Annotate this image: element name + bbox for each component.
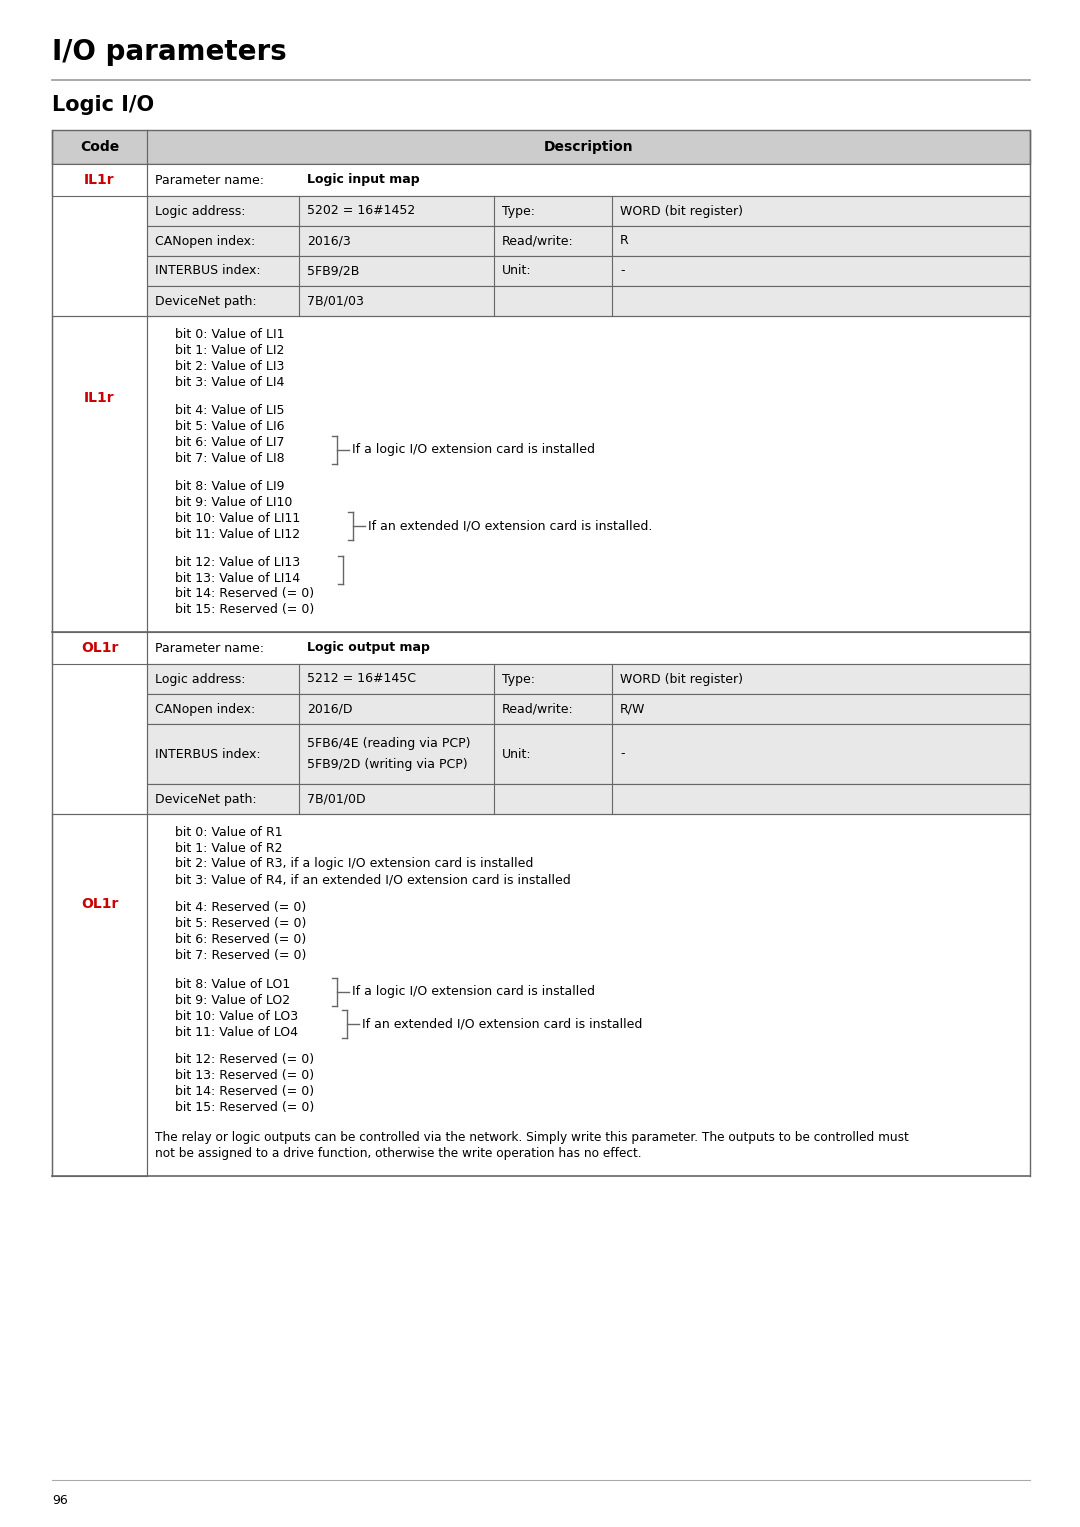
- Text: INTERBUS index:: INTERBUS index:: [156, 748, 260, 760]
- Text: 5FB9/2B: 5FB9/2B: [307, 264, 360, 278]
- Text: bit 2: Value of R3, if a logic I/O extension card is installed: bit 2: Value of R3, if a logic I/O exten…: [175, 858, 534, 870]
- Text: Logic address:: Logic address:: [156, 205, 245, 217]
- Text: CANopen index:: CANopen index:: [156, 235, 255, 247]
- Text: bit 12: Value of LI13: bit 12: Value of LI13: [175, 556, 300, 568]
- Text: Type:: Type:: [502, 672, 535, 686]
- Text: Unit:: Unit:: [502, 748, 531, 760]
- Text: bit 0: Value of R1: bit 0: Value of R1: [175, 826, 283, 838]
- Text: R/W: R/W: [620, 702, 646, 716]
- Text: bit 3: Value of R4, if an extended I/O extension card is installed: bit 3: Value of R4, if an extended I/O e…: [175, 873, 570, 887]
- Bar: [52, 632, 1030, 664]
- Text: bit 8: Value of LI9: bit 8: Value of LI9: [175, 479, 284, 493]
- Bar: [147, 195, 1030, 226]
- Text: IL1r: IL1r: [84, 391, 114, 405]
- Text: Logic I/O: Logic I/O: [52, 95, 154, 115]
- Text: Unit:: Unit:: [502, 264, 531, 278]
- Text: 2016/3: 2016/3: [307, 235, 351, 247]
- Bar: [147, 226, 1030, 257]
- Text: 5FB6/4E (reading via PCP): 5FB6/4E (reading via PCP): [307, 738, 471, 750]
- Text: bit 10: Value of LI11: bit 10: Value of LI11: [175, 512, 300, 524]
- Text: Type:: Type:: [502, 205, 535, 217]
- Bar: [147, 693, 1030, 724]
- Bar: [52, 316, 147, 632]
- Text: Logic output map: Logic output map: [307, 641, 430, 655]
- Text: Parameter name:: Parameter name:: [156, 641, 264, 655]
- Text: WORD (bit register): WORD (bit register): [620, 672, 743, 686]
- Text: OL1r: OL1r: [81, 641, 118, 655]
- Text: bit 7: Reserved (= 0): bit 7: Reserved (= 0): [175, 950, 307, 962]
- Text: bit 9: Value of LO2: bit 9: Value of LO2: [175, 994, 291, 1006]
- Text: bit 6: Value of LI7: bit 6: Value of LI7: [175, 435, 284, 449]
- Text: bit 15: Reserved (= 0): bit 15: Reserved (= 0): [175, 1101, 314, 1115]
- Bar: [147, 783, 1030, 814]
- Text: bit 14: Reserved (= 0): bit 14: Reserved (= 0): [175, 1086, 314, 1098]
- Text: DeviceNet path:: DeviceNet path:: [156, 793, 257, 806]
- Text: bit 9: Value of LI10: bit 9: Value of LI10: [175, 495, 293, 508]
- Bar: [147, 724, 1030, 783]
- Text: bit 7: Value of LI8: bit 7: Value of LI8: [175, 452, 285, 464]
- Text: bit 3: Value of LI4: bit 3: Value of LI4: [175, 376, 284, 388]
- Text: bit 5: Reserved (= 0): bit 5: Reserved (= 0): [175, 918, 307, 930]
- Text: bit 4: Value of LI5: bit 4: Value of LI5: [175, 403, 284, 417]
- Text: bit 8: Value of LO1: bit 8: Value of LO1: [175, 977, 291, 991]
- Text: Parameter name:: Parameter name:: [156, 174, 264, 186]
- Text: -: -: [620, 264, 624, 278]
- Text: bit 11: Value of LO4: bit 11: Value of LO4: [175, 1026, 298, 1038]
- Text: bit 12: Reserved (= 0): bit 12: Reserved (= 0): [175, 1054, 314, 1066]
- Text: INTERBUS index:: INTERBUS index:: [156, 264, 260, 278]
- Text: DeviceNet path:: DeviceNet path:: [156, 295, 257, 307]
- Text: CANopen index:: CANopen index:: [156, 702, 255, 716]
- Text: -: -: [620, 748, 624, 760]
- Text: WORD (bit register): WORD (bit register): [620, 205, 743, 217]
- Text: 96: 96: [52, 1493, 68, 1507]
- Text: Read/write:: Read/write:: [502, 702, 573, 716]
- Text: Code: Code: [80, 140, 119, 154]
- Text: bit 1: Value of LI2: bit 1: Value of LI2: [175, 344, 284, 356]
- Text: not be assigned to a drive function, otherwise the write operation has no effect: not be assigned to a drive function, oth…: [156, 1147, 642, 1161]
- Text: Read/write:: Read/write:: [502, 235, 573, 247]
- Text: 5212 = 16#145C: 5212 = 16#145C: [307, 672, 416, 686]
- Text: The relay or logic outputs can be controlled via the network. Simply write this : The relay or logic outputs can be contro…: [156, 1132, 908, 1145]
- Text: 7B/01/03: 7B/01/03: [307, 295, 364, 307]
- Bar: [52, 130, 1030, 163]
- Text: bit 5: Value of LI6: bit 5: Value of LI6: [175, 420, 284, 432]
- Text: Logic address:: Logic address:: [156, 672, 245, 686]
- Text: If an extended I/O extension card is installed.: If an extended I/O extension card is ins…: [368, 519, 652, 533]
- Bar: [52, 163, 1030, 195]
- Bar: [147, 286, 1030, 316]
- Text: bit 4: Reserved (= 0): bit 4: Reserved (= 0): [175, 901, 307, 915]
- Text: IL1r: IL1r: [84, 173, 114, 186]
- Text: If an extended I/O extension card is installed: If an extended I/O extension card is ins…: [362, 1017, 643, 1031]
- Text: If a logic I/O extension card is installed: If a logic I/O extension card is install…: [352, 985, 595, 999]
- Text: bit 6: Reserved (= 0): bit 6: Reserved (= 0): [175, 933, 307, 947]
- Text: 5FB9/2D (writing via PCP): 5FB9/2D (writing via PCP): [307, 757, 468, 771]
- Bar: [147, 664, 1030, 693]
- Text: OL1r: OL1r: [81, 896, 118, 912]
- Text: 5202 = 16#1452: 5202 = 16#1452: [307, 205, 415, 217]
- Bar: [147, 257, 1030, 286]
- Text: 7B/01/0D: 7B/01/0D: [307, 793, 366, 806]
- Text: R: R: [620, 235, 629, 247]
- Text: Description: Description: [543, 140, 633, 154]
- Text: bit 14: Reserved (= 0): bit 14: Reserved (= 0): [175, 588, 314, 600]
- Text: bit 11: Value of LI12: bit 11: Value of LI12: [175, 527, 300, 541]
- Text: bit 0: Value of LI1: bit 0: Value of LI1: [175, 327, 284, 341]
- Text: 2016/D: 2016/D: [307, 702, 352, 716]
- Bar: [52, 814, 147, 1176]
- Text: bit 1: Value of R2: bit 1: Value of R2: [175, 841, 283, 855]
- Text: I/O parameters: I/O parameters: [52, 38, 287, 66]
- Text: bit 15: Reserved (= 0): bit 15: Reserved (= 0): [175, 603, 314, 617]
- Text: bit 2: Value of LI3: bit 2: Value of LI3: [175, 359, 284, 373]
- Text: bit 10: Value of LO3: bit 10: Value of LO3: [175, 1009, 298, 1023]
- Text: bit 13: Reserved (= 0): bit 13: Reserved (= 0): [175, 1069, 314, 1083]
- Text: Logic input map: Logic input map: [307, 174, 420, 186]
- Text: bit 13: Value of LI14: bit 13: Value of LI14: [175, 571, 300, 585]
- Text: If a logic I/O extension card is installed: If a logic I/O extension card is install…: [352, 443, 595, 457]
